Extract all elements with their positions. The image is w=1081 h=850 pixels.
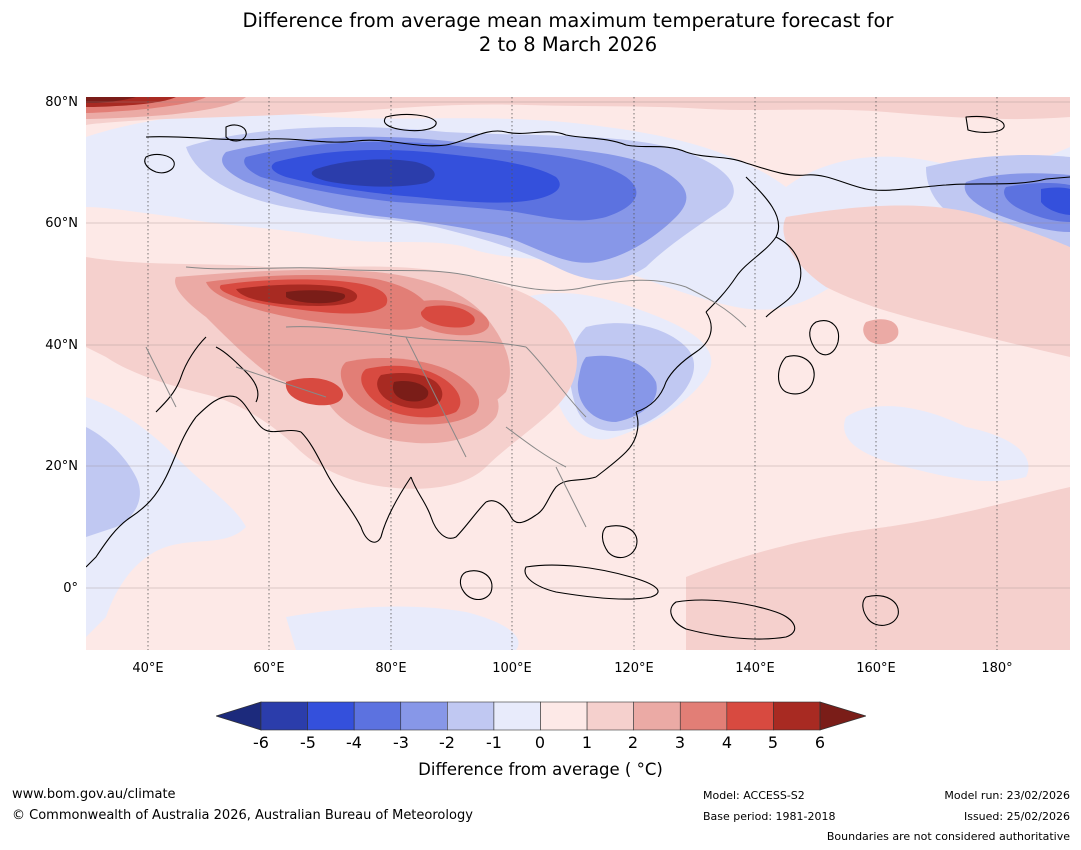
- colorbar-cell: [726, 701, 774, 731]
- lon-label-60e: 60°E: [253, 661, 285, 676]
- colorbar-tick: 6: [814, 733, 826, 752]
- longitude-gridlines: [147, 97, 998, 650]
- anomaly-region-plus4-south: [285, 377, 344, 406]
- colorbar-cell: [773, 701, 821, 731]
- footer-base-period: Base period: 1981-2018: [703, 810, 836, 823]
- colorbar-cell: [353, 701, 402, 731]
- anomaly-region-minus1-south: [286, 606, 519, 650]
- footer-disclaimer: Boundaries are not considered authoritat…: [826, 830, 1070, 843]
- anomaly-region-minus1-west: [86, 397, 246, 637]
- anomaly-region-plus1-southpacific: [686, 487, 1070, 650]
- colorbar: [216, 701, 866, 731]
- temperature-anomaly-map: [86, 97, 1070, 650]
- colorbar-tick: 2: [627, 733, 639, 752]
- colorbar-extend-left: [216, 701, 262, 731]
- anomaly-region-minus1-east: [844, 406, 1029, 482]
- lon-label-80e: 80°E: [375, 661, 407, 676]
- colorbar-cell: [540, 701, 588, 731]
- lat-label-40n: 40°N: [45, 338, 78, 353]
- colorbar-cell: [633, 701, 681, 731]
- colorbar-tick: 1: [581, 733, 593, 752]
- lat-label-0: 0°: [63, 581, 78, 596]
- colorbar-tick: -4: [346, 733, 362, 752]
- lon-label-100e: 100°E: [492, 661, 532, 676]
- footer-issued: Issued: 25/02/2026: [963, 810, 1070, 823]
- anomaly-region-plus6-arctic: [86, 97, 136, 103]
- anomaly-region-plus1-pacific: [783, 205, 1070, 357]
- colorbar-tick: -1: [486, 733, 502, 752]
- map-svg: [86, 97, 1070, 650]
- anomaly-region-plus4-gobi: [420, 305, 475, 328]
- anomaly-region-minus2-africa: [86, 427, 140, 537]
- title-line-1: Difference from average mean maximum tem…: [242, 9, 894, 32]
- footer-copyright: © Commonwealth of Australia 2026, Austra…: [12, 808, 473, 823]
- coastlines: [86, 113, 1070, 640]
- colorbar-tick: -5: [300, 733, 316, 752]
- lon-label-140e: 140°E: [735, 661, 775, 676]
- map-title: Difference from average mean maximum tem…: [0, 9, 1081, 57]
- colorbar-tick: -3: [393, 733, 409, 752]
- footer-website[interactable]: www.bom.gov.au/climate: [12, 787, 176, 802]
- colorbar-cell: [586, 701, 634, 731]
- lat-label-20n: 20°N: [45, 459, 78, 474]
- lon-label-120e: 120°E: [614, 661, 654, 676]
- latitude-gridlines: [86, 101, 1070, 589]
- colorbar-tick: -6: [253, 733, 269, 752]
- colorbar-cells: [260, 701, 821, 731]
- country-boundaries: [145, 266, 747, 528]
- lon-label-160e: 160°E: [856, 661, 896, 676]
- lat-label-80n: 80°N: [45, 95, 78, 110]
- anomaly-region-minus3-china: [577, 355, 657, 422]
- anomaly-region-minus5-east: [1041, 187, 1070, 215]
- colorbar-cell: [447, 701, 495, 731]
- colorbar-cell: [307, 701, 355, 731]
- colorbar-cell: [400, 701, 448, 731]
- colorbar-extend-right: [819, 701, 866, 731]
- anomaly-region-plus6-kazakhstan: [286, 290, 346, 304]
- lon-label-180: 180°: [981, 661, 1013, 676]
- anomaly-region-minus6-siberia: [311, 159, 435, 187]
- footer-model: Model: ACCESS-S2: [703, 789, 805, 802]
- colorbar-cell: [260, 701, 308, 731]
- colorbar-tick: 5: [767, 733, 779, 752]
- colorbar-tick: -2: [439, 733, 455, 752]
- colorbar-cell: [679, 701, 728, 731]
- anomaly-region-plus1-arctic: [86, 97, 1070, 125]
- anomaly-region-plus2-pacific: [863, 319, 899, 345]
- footer-model-run: Model run: 23/02/2026: [944, 789, 1070, 802]
- colorbar-tick: 3: [674, 733, 686, 752]
- colorbar-label: Difference from average ( °C): [418, 760, 663, 779]
- anomaly-region-plus6-tibet: [392, 381, 429, 402]
- lon-label-40e: 40°E: [132, 661, 164, 676]
- colorbar-tick: 0: [534, 733, 546, 752]
- lat-label-60n: 60°N: [45, 216, 78, 231]
- colorbar-cell: [493, 701, 541, 731]
- title-line-2: 2 to 8 March 2026: [478, 33, 658, 56]
- colorbar-tick: 4: [721, 733, 733, 752]
